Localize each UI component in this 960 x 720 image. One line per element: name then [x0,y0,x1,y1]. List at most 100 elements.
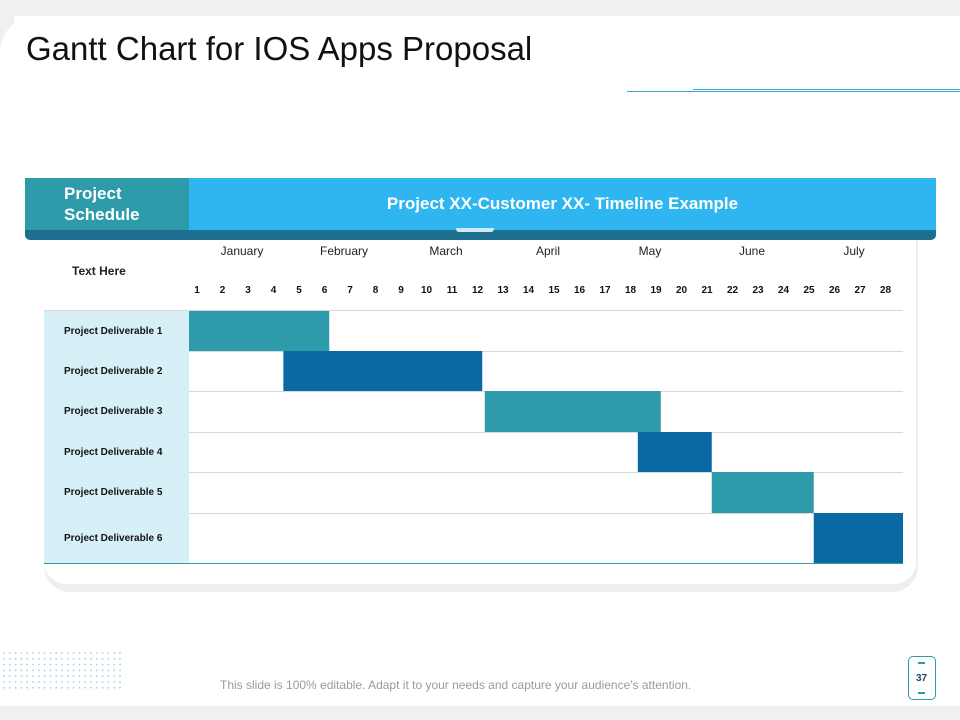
decorative-dot [78,681,81,683]
week-label: 10 [420,285,433,296]
decorative-dot [43,686,46,689]
decorative-dot [8,686,11,689]
task-label: Project Deliverable 3 [44,391,189,432]
decorative-dot [43,669,46,672]
decorative-dot [66,669,69,672]
decorative-dot [101,675,104,678]
decorative-dot [113,686,116,689]
grid-line [44,310,903,311]
decorative-dot [3,681,5,683]
decorative-dot [84,657,87,660]
decorative-dot [3,686,5,689]
month-label: June [738,244,766,258]
decorative-dot [43,657,46,660]
decorative-dot [37,681,40,683]
decorative-dot [43,675,46,678]
decorative-dot [14,657,17,660]
decorative-dot [90,686,92,689]
row-header-label: Text Here [72,264,126,278]
decorative-dot [119,686,121,689]
decorative-dot [101,652,104,654]
decorative-dot [55,669,58,672]
decorative-dot [3,663,5,666]
decorative-dot [49,652,52,654]
gantt-bar [189,311,330,351]
decorative-dot [107,686,110,689]
decorative-dot [72,657,75,660]
decorative-dot [20,669,23,672]
month-label: February [319,244,369,258]
decorative-dot [78,657,81,660]
project-schedule-label: Project Schedule [25,178,189,230]
decorative-dot [43,652,46,654]
decorative-dot [90,681,92,683]
decorative-dot [101,657,104,660]
decorative-dot [95,657,98,660]
decorative-dot [37,652,40,654]
decorative-dot [61,681,63,683]
header-tab [456,228,494,232]
decorative-dot [78,652,81,654]
decorative-dot [66,681,69,683]
decorative-dot [14,681,17,683]
decorative-dot [113,675,116,678]
page-number-badge: 37 [908,656,936,700]
gantt-bar [283,351,483,391]
header-band-edge [25,228,936,240]
gantt-bar [637,432,712,472]
decorative-dot [72,686,75,689]
decorative-dot [61,686,63,689]
decorative-dot [95,686,98,689]
decorative-dot [101,686,104,689]
decorative-dot [78,686,81,689]
week-label: 20 [675,285,688,296]
week-label: 8 [372,285,379,296]
decorative-dot [119,652,121,654]
decorative-dot [113,681,116,683]
decorative-dot [55,675,58,678]
chart-bottom-border [44,563,903,564]
week-label: 17 [599,285,611,296]
decorative-dot [32,675,34,678]
decorative-dot [55,657,58,660]
slide-frame-bottom [0,706,960,720]
week-label: 27 [854,285,866,296]
decorative-dot [61,657,63,660]
decorative-dot [55,681,58,683]
timeline-title: Project XX-Customer XX- Timeline Example [189,178,936,230]
week-label: 11 [446,285,458,296]
decorative-dot [72,675,75,678]
grid-line [44,513,903,514]
footer-note: This slide is 100% editable. Adapt it to… [220,678,692,692]
month-label: May [638,244,662,258]
decorative-dot [90,657,92,660]
decorative-dot [72,681,75,683]
decorative-dot [14,669,17,672]
week-label: 15 [548,285,560,296]
decorative-dot [37,657,40,660]
decorative-dot [61,669,63,672]
decorative-dot [61,663,63,666]
week-label: 25 [803,285,815,296]
decorative-dot [113,652,116,654]
decorative-dot [32,686,34,689]
decorative-dot [3,652,5,654]
grid-line [44,472,903,473]
decorative-dot [32,669,34,672]
decorative-dot [14,663,17,666]
decorative-dot [20,675,23,678]
decorative-dot [113,669,116,672]
week-label: 2 [219,285,226,296]
decorative-dot [26,652,29,654]
decorative-dot [8,675,11,678]
grid-line [44,391,903,392]
decorative-dot [84,669,87,672]
decorative-dot [55,652,58,654]
decorative-dot [32,663,34,666]
decorative-dot [101,663,104,666]
decorative-dot [66,675,69,678]
page-title: Gantt Chart for IOS Apps Proposal [26,30,533,67]
decorative-dot [113,657,116,660]
task-label: Project Deliverable 4 [44,432,189,472]
decorative-dot [26,675,29,678]
